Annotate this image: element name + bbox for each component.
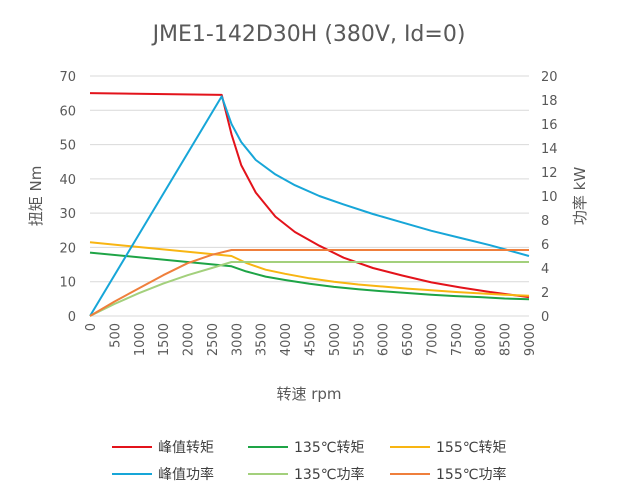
y2-tick-label: 14: [541, 142, 558, 157]
legend-label: 峰值功率: [158, 466, 214, 483]
y-tick-label: 0: [68, 310, 76, 325]
x-tick-label: 8500: [499, 323, 514, 356]
series-line-1: [89, 251, 530, 301]
y-axis-left: 0 10 20 30 40 50 60 70: [59, 70, 76, 325]
y-tick-label: 50: [59, 139, 76, 154]
y2-tick-label: 16: [541, 118, 558, 133]
legend-label: 135℃转矩: [294, 440, 364, 456]
x-tick-label: 5000: [328, 323, 343, 356]
y-tick-label: 30: [59, 207, 76, 222]
x-tick-label: 7000: [425, 323, 440, 356]
y2-tick-label: 18: [541, 94, 558, 109]
x-tick-label: 0: [84, 323, 99, 331]
legend-label: 155℃转矩: [436, 440, 506, 456]
x-tick-label: 2500: [206, 323, 221, 356]
y2-tick-label: 12: [541, 166, 558, 181]
series-line-5: [89, 249, 529, 317]
x-tick-label: 500: [108, 323, 123, 348]
legend-label: 峰值转矩: [158, 440, 214, 456]
series-line-2: [89, 241, 530, 297]
x-axis: 0 500 1000 1500 2000 2500 3000 3500 4000 4500 5000…: [84, 323, 538, 356]
y-tick-label: 60: [59, 104, 76, 119]
x-tick-label: 1500: [157, 323, 172, 356]
chart-title: JME1-142D30H (380V, Id=0): [151, 22, 466, 47]
x-tick-label: 8000: [474, 323, 489, 356]
y2-tick-label: 20: [541, 70, 558, 85]
x-tick-label: 4000: [279, 323, 294, 356]
y2-tick-label: 2: [541, 286, 549, 301]
y-tick-label: 10: [59, 276, 76, 291]
y2-tick-label: 6: [541, 238, 549, 253]
x-tick-label: 2000: [182, 323, 197, 356]
y2-tick-label: 4: [541, 262, 549, 277]
x-tick-label: 9000: [523, 323, 538, 356]
legend-label: 135℃功率: [294, 466, 364, 483]
x-tick-label: 4500: [304, 323, 319, 356]
x-axis-title: 转速 rpm: [276, 385, 341, 403]
series-line-0: [89, 92, 530, 299]
series-line-4: [89, 261, 529, 317]
gridlines: [90, 75, 529, 317]
x-tick-label: 3000: [230, 323, 245, 356]
x-tick-label: 7500: [450, 323, 465, 356]
x-tick-label: 5500: [352, 323, 367, 356]
x-tick-label: 6500: [401, 323, 416, 356]
y2-tick-label: 10: [541, 190, 558, 205]
plot-area: [89, 92, 530, 317]
y2-axis-title: 功率 kW: [571, 167, 589, 225]
y-axis-right: 0 2 4 6 8 10 12 14 16 18 20: [541, 70, 558, 325]
y-tick-label: 70: [59, 70, 76, 85]
x-tick-label: 3500: [255, 323, 270, 356]
y2-tick-label: 0: [541, 310, 549, 325]
y-axis-title: 扭矩 Nm: [27, 166, 45, 227]
y2-tick-label: 8: [541, 214, 549, 229]
y-tick-label: 20: [59, 241, 76, 256]
x-tick-label: 6000: [377, 323, 392, 356]
x-tick-label: 1000: [133, 323, 148, 356]
legend-label: 155℃功率: [436, 466, 506, 483]
series-line-3: [89, 95, 530, 317]
y-tick-label: 40: [59, 173, 76, 188]
